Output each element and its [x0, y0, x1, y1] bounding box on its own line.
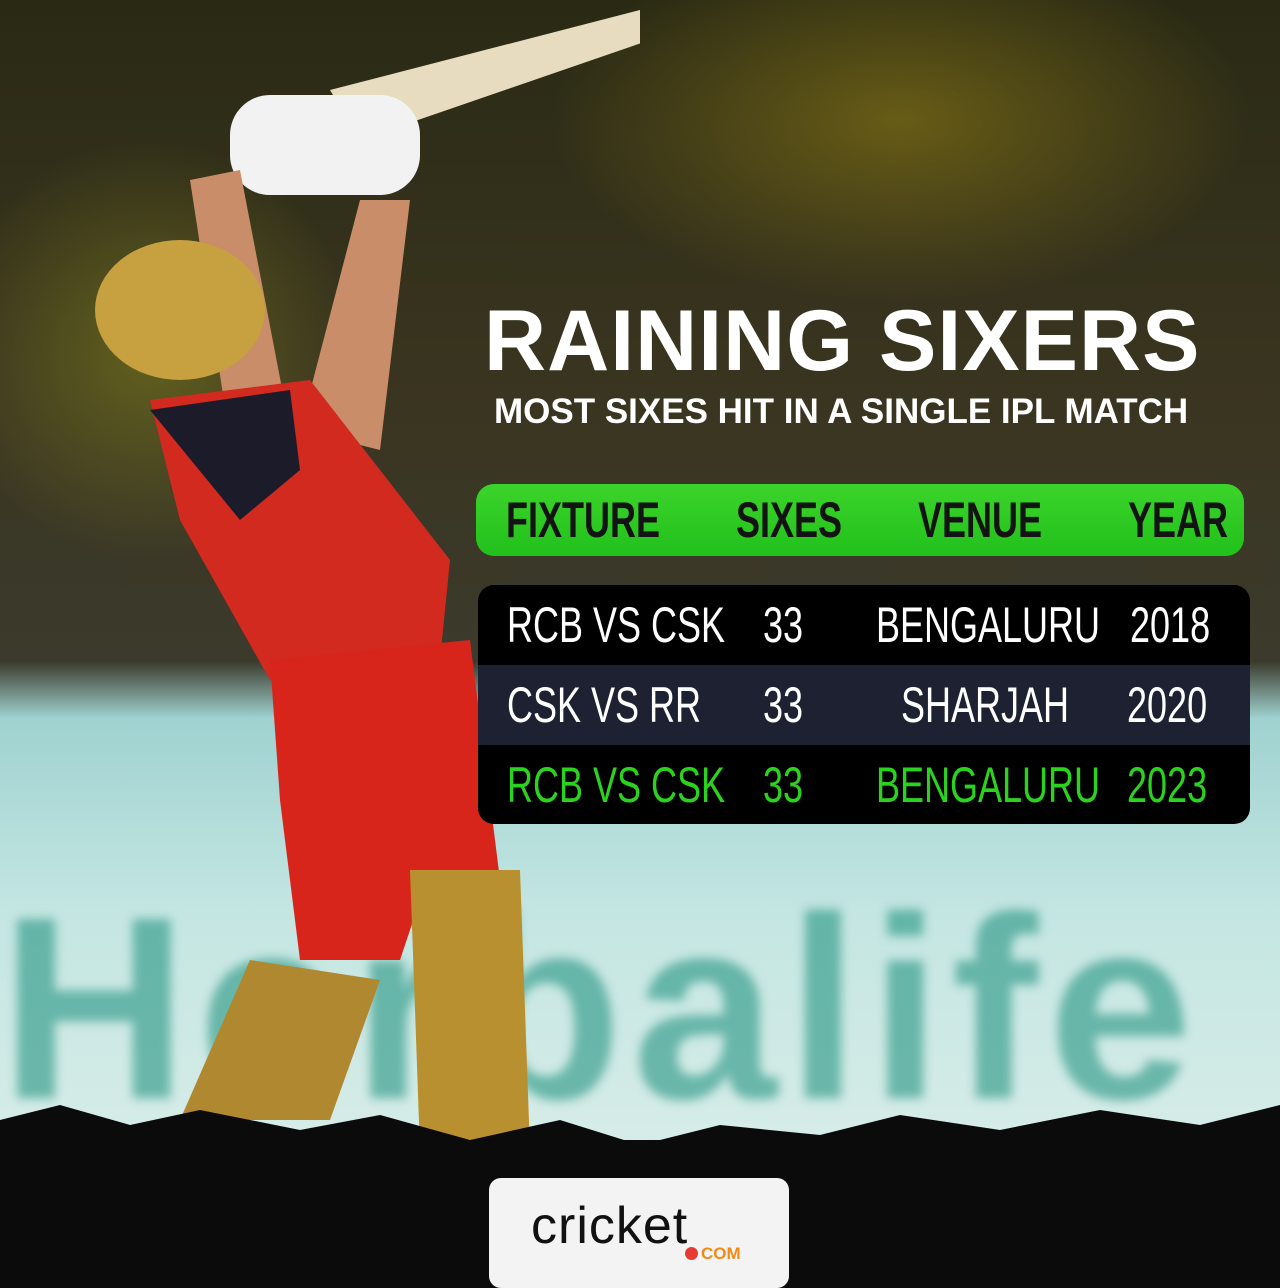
header-year: YEAR	[1128, 492, 1229, 548]
fixture-cell: CSK VS RR	[507, 677, 702, 733]
left-pad	[180, 960, 380, 1120]
page-title: RAINING SIXERS	[484, 293, 1201, 389]
fixture-cell: RCB VS CSK	[507, 757, 726, 813]
header-fixture: FIXTURE	[506, 492, 661, 548]
fixture-cell: RCB VS CSK	[507, 597, 726, 653]
batsman-photo: mahindra	[95, 10, 640, 1150]
page-subtitle: MOST SIXES HIT IN A SINGLE IPL MATCH	[494, 392, 1189, 431]
year-cell: 2023	[1127, 757, 1208, 813]
right-pad	[410, 870, 530, 1150]
helmet	[95, 240, 265, 380]
sixes-cell: 33	[763, 677, 804, 733]
venue-cell: BENGALURU	[876, 757, 1101, 813]
year-cell: 2018	[1130, 597, 1211, 653]
header-sixes: SIXES	[736, 492, 843, 548]
sixes-cell: 33	[763, 757, 804, 813]
sixes-cell: 33	[763, 597, 804, 653]
venue-cell: SHARJAH	[901, 677, 1070, 733]
header-venue: VENUE	[918, 492, 1043, 548]
logo-wordmark: cricket	[531, 1197, 689, 1255]
logo-dot-icon	[685, 1247, 698, 1260]
table-row-highlighted: RCB VS CSK 33 BENGALURU 2023	[478, 745, 1250, 824]
year-cell: 2020	[1127, 677, 1208, 733]
table-row: RCB VS CSK 33 BENGALURU 2018	[478, 585, 1250, 665]
venue-cell: BENGALURU	[876, 597, 1101, 653]
table-header: FIXTURE SIXES VENUE YEAR	[476, 484, 1244, 556]
gloves	[230, 95, 420, 195]
table-row: CSK VS RR 33 SHARJAH 2020	[478, 665, 1250, 745]
logo-suffix: COM	[701, 1244, 741, 1263]
cricket-com-logo: cricket COM	[489, 1178, 789, 1288]
records-table: RCB VS CSK 33 BENGALURU 2018 CSK VS RR 3…	[478, 585, 1250, 824]
